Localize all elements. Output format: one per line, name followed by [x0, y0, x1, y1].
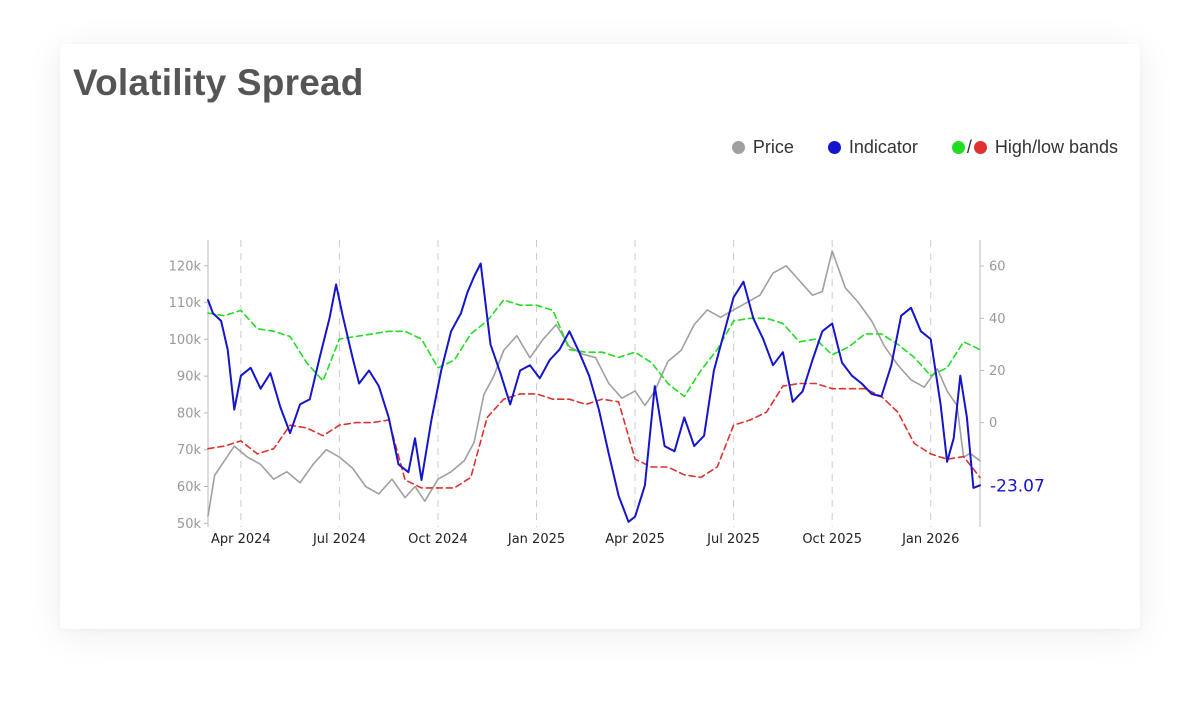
series-indicator-line — [207, 262, 981, 523]
y-left-tick-label-5: 100k — [169, 333, 202, 348]
legend-price-dot — [731, 141, 745, 154]
x-tick-label-1: Jul 2024 — [312, 532, 366, 547]
legend: Price Indicator / High/low bands — [731, 137, 1118, 158]
series-high-band-line — [207, 299, 981, 398]
y-left-tick-label-1: 60k — [177, 480, 202, 495]
y-right-tick-label-2: 40 — [989, 312, 1006, 327]
x-tick-label-5: Jul 2025 — [706, 532, 760, 547]
y-left-tick-label-0: 50k — [177, 517, 202, 532]
y-right-tick-label-0: 0 — [989, 416, 997, 431]
legend-high-band-dot — [951, 141, 965, 154]
series-price-line — [207, 250, 981, 517]
y-left-tick-label-2: 70k — [177, 443, 202, 458]
legend-indicator-dot — [827, 141, 841, 154]
x-tick-label-3: Jan 2025 — [507, 532, 565, 547]
x-tick-label-0: Apr 2024 — [211, 532, 271, 547]
x-tick-label-6: Oct 2025 — [802, 532, 862, 547]
legend-item-price[interactable]: Price — [731, 137, 794, 158]
indicator-last-value-label: -23.07 — [990, 476, 1045, 496]
legend-indicator-label: Indicator — [848, 137, 918, 157]
x-tick-label-2: Oct 2024 — [408, 532, 468, 547]
legend-item-indicator[interactable]: Indicator — [827, 137, 918, 158]
legend-low-band-dot — [973, 141, 987, 154]
y-left-tick-label-6: 110k — [169, 296, 202, 311]
y-right-tick-label-1: 20 — [989, 364, 1006, 379]
x-tick-label-4: Apr 2025 — [605, 532, 665, 547]
legend-item-bands[interactable]: / High/low bands — [951, 137, 1118, 158]
chart-title: Volatility Spread — [73, 62, 364, 103]
y-left-tick-label-3: 80k — [177, 406, 202, 421]
y-right-tick-label-3: 60 — [989, 260, 1006, 275]
legend-slash: / — [966, 137, 972, 157]
legend-price-label: Price — [752, 137, 794, 157]
y-left-tick-label-4: 90k — [177, 370, 202, 385]
legend-bands-label: High/low bands — [994, 137, 1118, 157]
y-left-tick-label-7: 120k — [169, 259, 202, 274]
series-low-band-line — [207, 382, 981, 489]
x-tick-label-7: Jan 2026 — [901, 532, 959, 547]
